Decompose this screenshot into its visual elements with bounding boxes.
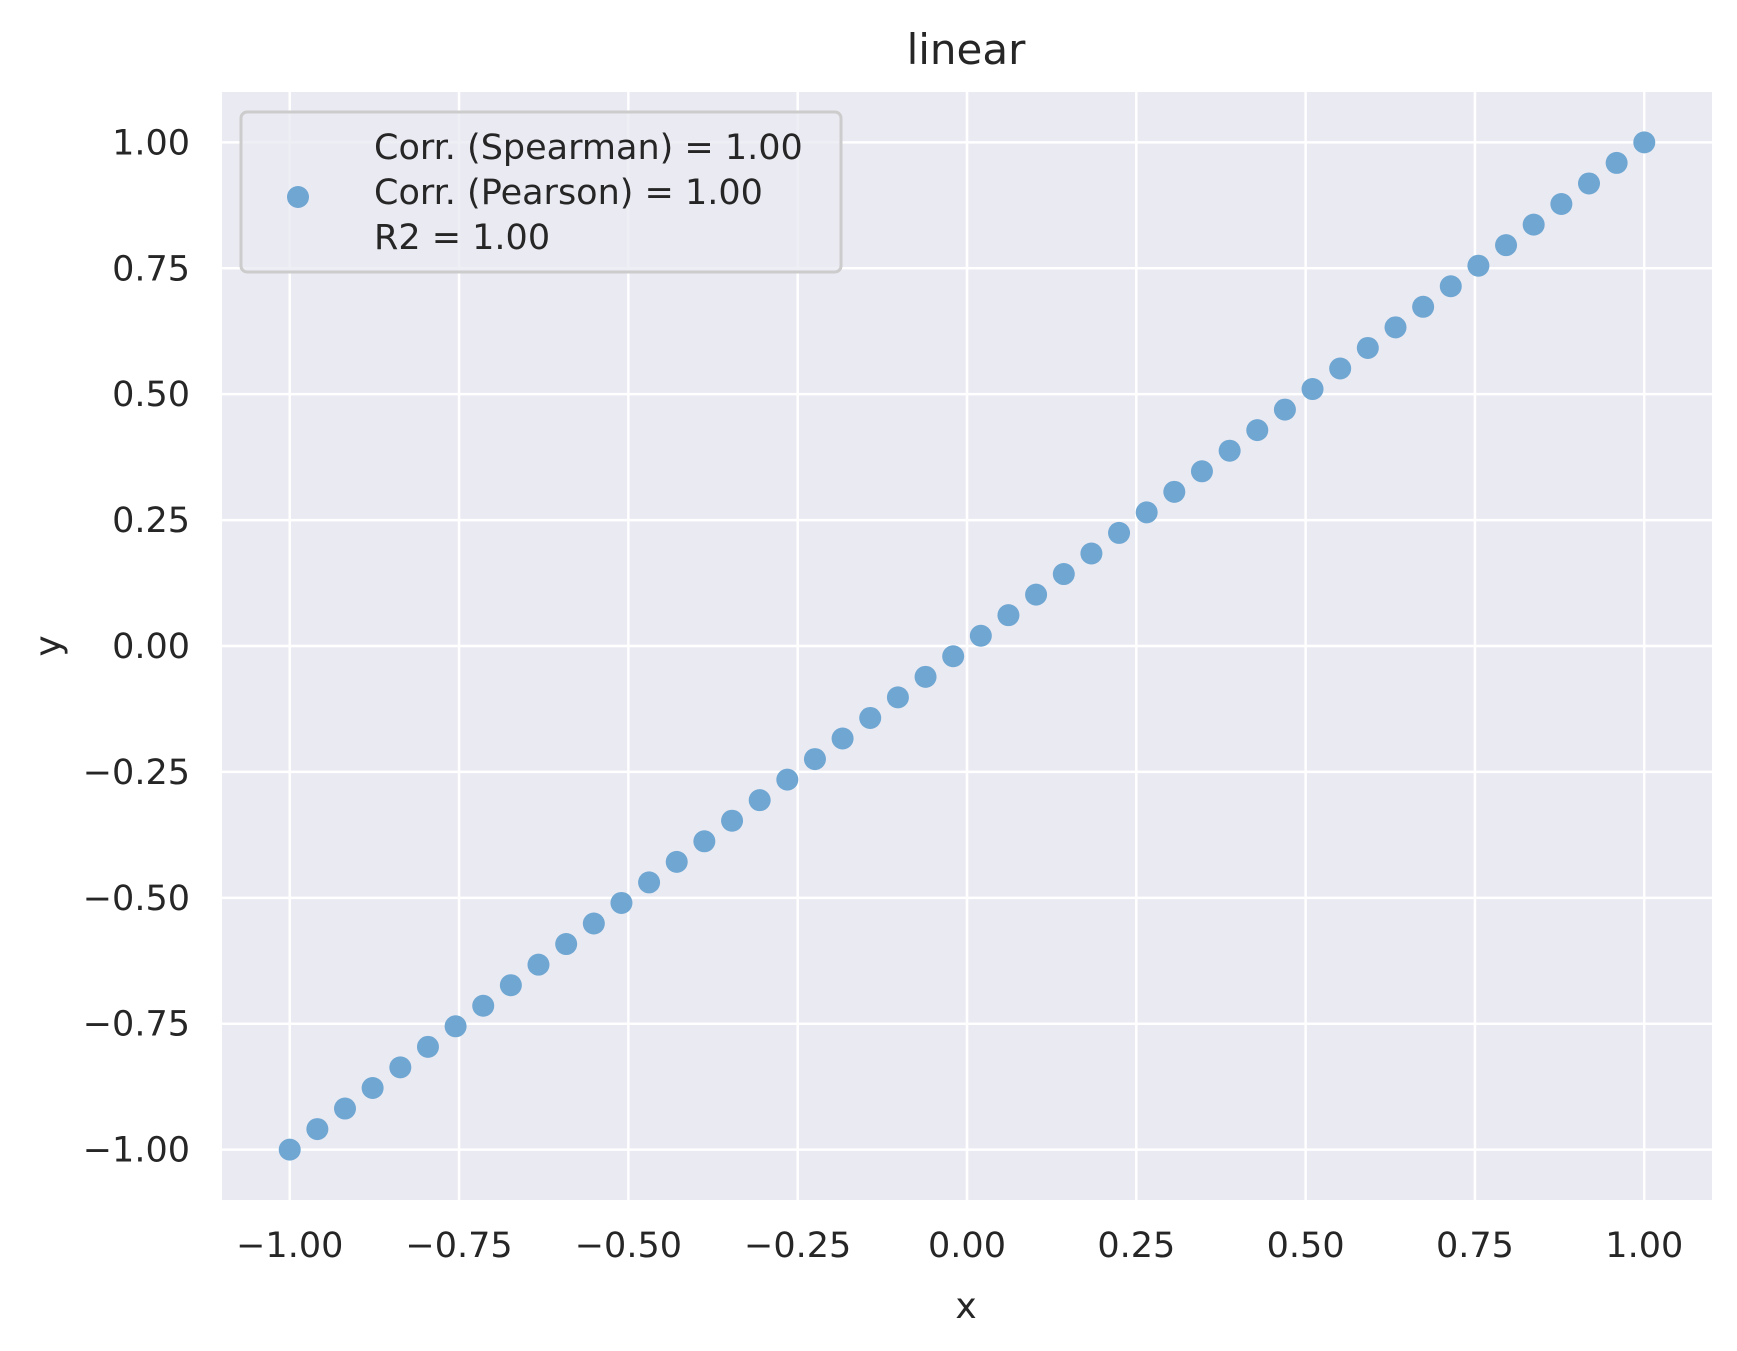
x-tick-label: 0.50 <box>1267 1226 1345 1266</box>
chart-title: linear <box>907 25 1027 74</box>
data-point <box>389 1056 412 1079</box>
y-tick-label: 0.75 <box>112 249 190 289</box>
data-point <box>1108 521 1131 544</box>
x-tick-label: 1.00 <box>1605 1226 1683 1266</box>
data-point <box>1495 234 1518 257</box>
data-point <box>278 1138 301 1161</box>
data-point <box>1329 357 1352 380</box>
data-point <box>444 1015 467 1038</box>
y-tick-label: 0.50 <box>112 375 190 415</box>
data-point <box>1218 439 1241 462</box>
data-points <box>278 131 1656 1161</box>
legend-marker <box>287 186 309 208</box>
data-point <box>333 1097 356 1120</box>
data-point <box>665 850 688 873</box>
y-tick-label: 1.00 <box>112 123 190 163</box>
legend: Corr. (Spearman) = 1.00 Corr. (Pearson) … <box>239 110 843 274</box>
data-point <box>721 809 744 832</box>
data-point <box>527 953 550 976</box>
data-point <box>1356 336 1379 359</box>
data-point <box>1578 172 1601 195</box>
legend-line-r2: R2 = 1.00 <box>374 218 550 258</box>
y-tick-label: −0.75 <box>83 1005 190 1045</box>
data-point <box>472 994 495 1017</box>
x-tick-label: −0.50 <box>575 1226 682 1266</box>
data-point <box>693 830 716 853</box>
data-point <box>1605 151 1628 174</box>
data-point <box>1135 501 1158 524</box>
data-point <box>1550 193 1573 216</box>
y-tick-label: −0.25 <box>83 753 190 793</box>
legend-line-pearson: Corr. (Pearson) = 1.00 <box>374 173 763 213</box>
y-axis-label: y <box>28 635 69 656</box>
data-point <box>1301 378 1324 401</box>
data-point <box>1522 213 1545 236</box>
data-point <box>1467 254 1490 277</box>
legend-box <box>239 110 843 274</box>
data-point <box>886 686 909 709</box>
data-point <box>1190 460 1213 483</box>
data-point <box>1025 583 1048 606</box>
y-tick-labels: −1.00 −0.75 −0.50 −0.25 0.00 0.25 0.50 0.75 1.00 <box>83 123 190 1170</box>
data-point <box>1052 563 1075 586</box>
x-tick-label: −1.00 <box>236 1226 343 1266</box>
data-point <box>776 768 799 791</box>
data-point <box>1412 295 1435 318</box>
data-point <box>499 974 522 997</box>
data-point <box>1273 398 1296 421</box>
data-point <box>555 933 578 956</box>
y-tick-label: 0.25 <box>112 501 190 541</box>
x-tick-label: 0.25 <box>1097 1226 1175 1266</box>
x-tick-label: −0.75 <box>405 1226 512 1266</box>
y-tick-label: −1.00 <box>83 1131 190 1171</box>
data-point <box>942 645 965 668</box>
data-point <box>1633 131 1656 154</box>
data-point <box>610 891 633 914</box>
data-point <box>1246 419 1269 442</box>
legend-line-spearman: Corr. (Spearman) = 1.00 <box>374 128 803 168</box>
data-point <box>969 624 992 647</box>
data-point <box>306 1118 329 1141</box>
x-tick-labels: −1.00 −0.75 −0.50 −0.25 0.00 0.25 0.50 0.75 1.00 <box>236 1226 1683 1266</box>
x-tick-label: 0.75 <box>1436 1226 1514 1266</box>
data-point <box>1163 480 1186 503</box>
data-point <box>1384 316 1407 339</box>
x-axis-label: x <box>955 1286 976 1327</box>
x-tick-label: −0.25 <box>744 1226 851 1266</box>
data-point <box>748 789 771 812</box>
data-point <box>914 665 937 688</box>
data-point <box>859 706 882 729</box>
data-point <box>638 871 661 894</box>
data-point <box>803 748 826 771</box>
y-tick-label: 0.00 <box>112 627 190 667</box>
data-point <box>997 604 1020 627</box>
data-point <box>1080 542 1103 565</box>
x-tick-label: 0.00 <box>928 1226 1006 1266</box>
y-tick-label: −0.50 <box>83 879 190 919</box>
data-point <box>416 1035 439 1058</box>
data-point <box>582 912 605 935</box>
data-point <box>1439 275 1462 298</box>
data-point <box>361 1076 384 1099</box>
data-point <box>831 727 854 750</box>
